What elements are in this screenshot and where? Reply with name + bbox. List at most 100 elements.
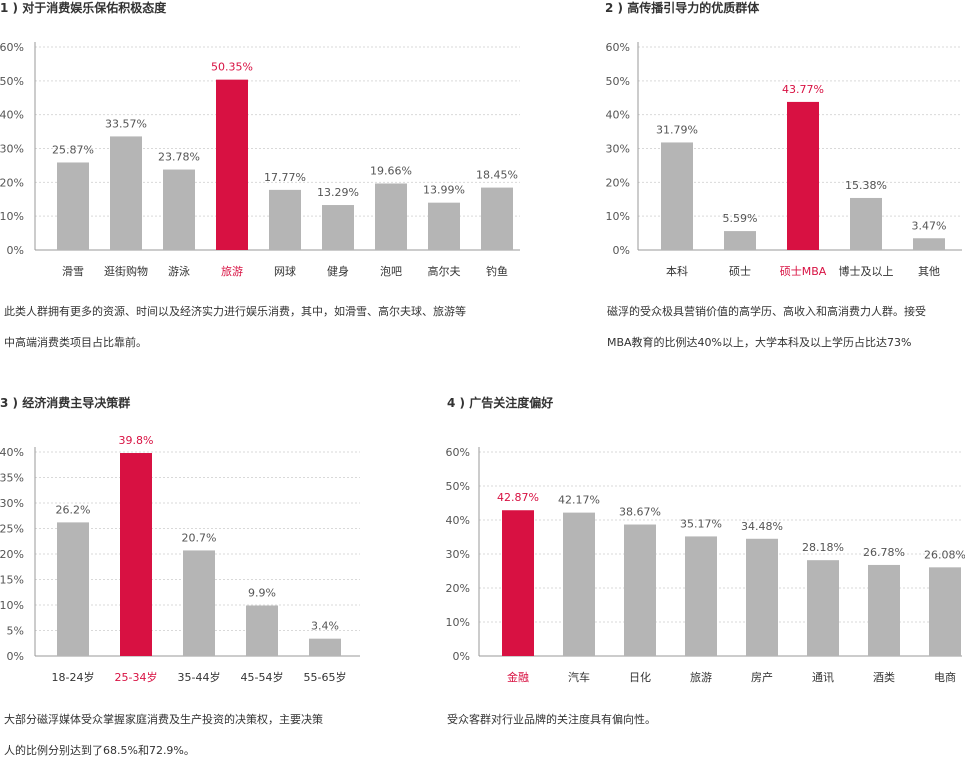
y-tick-label: 10% <box>0 599 24 612</box>
y-tick-label: 0% <box>7 650 24 663</box>
data-label: 3.4% <box>311 620 339 633</box>
data-label: 20.7% <box>182 531 217 544</box>
x-tick-label: 高尔夫 <box>428 264 461 278</box>
y-tick-label: 40% <box>446 514 470 527</box>
x-tick-label: 钓鱼 <box>486 264 508 278</box>
bar <box>120 453 152 656</box>
y-tick-label: 20% <box>606 176 630 189</box>
data-label: 25.87% <box>52 143 94 156</box>
data-label: 39.8% <box>119 434 154 447</box>
y-tick-label: 20% <box>446 582 470 595</box>
y-tick-label: 25% <box>0 523 24 536</box>
y-tick-label: 5% <box>7 625 24 638</box>
x-tick-label: 泡吧 <box>380 264 402 278</box>
data-label: 50.35% <box>211 61 253 74</box>
x-tick-label: 电商 <box>934 670 956 684</box>
data-label: 28.18% <box>802 541 844 554</box>
x-tick-label: 博士及以上 <box>839 265 894 278</box>
bar <box>246 605 278 656</box>
y-tick-label: 30% <box>446 548 470 561</box>
section-1-description: 此类人群拥有更多的资源、时间以及经济实力进行娱乐消费，其中，如滑雪、高尔夫球、旅… <box>4 305 466 349</box>
x-tick-label: 酒类 <box>873 670 895 684</box>
x-tick-label: 25-34岁 <box>115 670 158 684</box>
y-tick-label: 30% <box>606 143 630 156</box>
data-label: 42.87% <box>497 491 539 504</box>
x-tick-label: 旅游 <box>690 670 712 684</box>
x-tick-label: 硕士 <box>729 265 751 278</box>
data-label: 34.48% <box>741 520 783 533</box>
data-label: 13.99% <box>423 184 465 197</box>
bar <box>787 101 819 250</box>
data-label: 23.78% <box>158 151 200 164</box>
bar <box>724 231 756 250</box>
x-tick-label: 滑雪 <box>62 265 84 278</box>
section-1-title: 1 ) 对于消费娱乐保佑积极态度 <box>0 1 167 15</box>
bar <box>183 550 215 656</box>
x-tick-label: 通讯 <box>812 671 834 684</box>
data-label: 26.08% <box>924 548 965 561</box>
x-tick-label: 游泳 <box>168 264 190 278</box>
data-label: 17.77% <box>264 171 306 184</box>
data-label: 15.38% <box>845 179 887 192</box>
section-2-title: 2 ) 高传播引导力的优质群体 <box>605 1 760 15</box>
y-tick-label: 50% <box>0 75 24 88</box>
y-tick-label: 10% <box>446 616 470 629</box>
section-3-title: 3 ) 经济消费主导决策群 <box>0 396 131 410</box>
x-tick-label: 本科 <box>666 264 688 278</box>
section-4-title: 4 ) 广告关注度偏好 <box>447 396 554 410</box>
y-tick-label: 40% <box>606 109 630 122</box>
x-tick-label: 硕士MBA <box>780 265 827 278</box>
y-tick-label: 0% <box>7 244 24 257</box>
x-tick-label: 房产 <box>751 670 773 684</box>
bar <box>57 162 89 250</box>
y-tick-label: 35% <box>0 472 24 485</box>
y-tick-label: 40% <box>0 109 24 122</box>
x-tick-label: 网球 <box>274 264 296 278</box>
y-tick-label: 0% <box>453 650 470 663</box>
y-tick-label: 20% <box>0 548 24 561</box>
bar <box>163 169 195 250</box>
y-tick-label: 60% <box>0 41 24 54</box>
section-4-description: 受众客群对行业品牌的关注度具有偏向性。 <box>447 713 656 726</box>
data-label: 18.45% <box>476 169 518 182</box>
bar <box>850 197 882 250</box>
y-tick-label: 50% <box>606 75 630 88</box>
y-tick-label: 0% <box>613 244 630 257</box>
bar <box>563 512 595 656</box>
data-label: 13.29% <box>317 186 359 199</box>
bar <box>929 567 961 656</box>
bar <box>309 638 341 656</box>
y-tick-label: 10% <box>606 210 630 223</box>
bar <box>322 205 354 250</box>
data-label: 3.47% <box>912 219 947 232</box>
bar <box>269 189 301 250</box>
data-label: 35.17% <box>680 517 722 530</box>
bar <box>216 79 248 250</box>
bar <box>807 560 839 656</box>
data-label: 38.67% <box>619 506 661 519</box>
bar <box>110 136 142 250</box>
bar <box>685 536 717 656</box>
section-2-description: 磁浮的受众极具营销价值的高学历、高收入和高消费力人群。接受 MBA教育的比例达4… <box>607 305 926 349</box>
bar <box>481 187 513 250</box>
bar <box>624 524 656 656</box>
bar <box>661 142 693 250</box>
data-label: 42.17% <box>558 494 600 507</box>
y-tick-label: 30% <box>0 143 24 156</box>
data-label: 31.79% <box>656 123 698 136</box>
data-label: 43.77% <box>782 83 824 96</box>
x-tick-label: 其他 <box>918 265 940 278</box>
y-tick-label: 60% <box>446 446 470 459</box>
bar <box>57 522 89 656</box>
x-tick-label: 健身 <box>327 264 349 278</box>
x-tick-label: 日化 <box>629 670 651 684</box>
y-tick-label: 20% <box>0 176 24 189</box>
y-tick-label: 15% <box>0 574 24 587</box>
data-label: 9.9% <box>248 587 276 600</box>
data-label: 26.2% <box>56 503 91 516</box>
x-tick-label: 55-65岁 <box>304 670 347 684</box>
